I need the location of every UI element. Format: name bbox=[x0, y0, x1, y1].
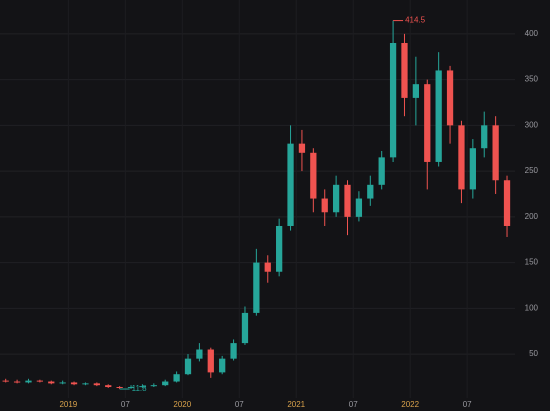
y-tick-label: 400 bbox=[525, 29, 539, 38]
candle-body bbox=[412, 84, 420, 98]
x-tick-label: 2019 bbox=[59, 400, 77, 409]
candle-body bbox=[93, 383, 100, 386]
candle-body bbox=[139, 386, 146, 388]
candle-body bbox=[378, 157, 385, 185]
y-tick-label: 300 bbox=[525, 120, 539, 129]
candle-body bbox=[241, 312, 249, 344]
candle-body bbox=[298, 143, 306, 153]
candle-body bbox=[355, 198, 363, 217]
candle-body bbox=[367, 184, 374, 199]
y-tick-label: 200 bbox=[525, 212, 539, 221]
candle-body bbox=[162, 381, 169, 386]
y-tick-label: 100 bbox=[525, 303, 539, 312]
x-tick-label: 2022 bbox=[401, 400, 419, 409]
candle-body bbox=[116, 387, 123, 389]
x-tick-label: 2020 bbox=[173, 400, 191, 409]
candle-body bbox=[82, 383, 89, 385]
x-tick-label: 2021 bbox=[287, 400, 305, 409]
candle-body bbox=[321, 198, 328, 213]
candle-body bbox=[13, 381, 21, 383]
candle-body bbox=[59, 382, 66, 384]
y-tick-label: 250 bbox=[525, 166, 539, 175]
candle-body bbox=[332, 184, 340, 213]
candle-body bbox=[36, 380, 44, 382]
candle-body bbox=[424, 84, 431, 162]
candle-body bbox=[469, 148, 476, 190]
candle-body bbox=[173, 374, 180, 382]
candle-body bbox=[389, 43, 397, 158]
y-tick-label: 50 bbox=[529, 349, 538, 358]
candle-body bbox=[105, 385, 112, 388]
candle-body bbox=[344, 184, 351, 217]
candle-body bbox=[264, 262, 271, 272]
x-tick-label: 07 bbox=[463, 400, 472, 409]
candle-body bbox=[492, 125, 499, 181]
x-tick-label: 07 bbox=[121, 400, 130, 409]
candle-body bbox=[401, 43, 408, 98]
candle-body bbox=[196, 349, 203, 359]
candle-body bbox=[184, 358, 192, 375]
candle-body bbox=[481, 125, 488, 149]
candle-body bbox=[48, 381, 55, 384]
candle-body bbox=[2, 380, 9, 382]
annotation-label: 414.5 bbox=[405, 16, 426, 25]
candle-body bbox=[219, 358, 226, 373]
x-tick-label: 07 bbox=[235, 400, 244, 409]
y-tick-label: 350 bbox=[525, 75, 539, 84]
candle-body bbox=[446, 70, 454, 126]
candle-body bbox=[230, 343, 237, 359]
candle-body bbox=[150, 385, 157, 387]
candle-body bbox=[276, 225, 283, 272]
annotation-label: 11.8 bbox=[132, 384, 148, 393]
candle-body bbox=[310, 152, 317, 199]
candle-body bbox=[458, 125, 465, 190]
candle-body bbox=[25, 380, 32, 383]
y-tick-label: 150 bbox=[525, 258, 539, 267]
x-tick-label: 07 bbox=[349, 400, 358, 409]
candle-body bbox=[253, 262, 260, 313]
candle-body bbox=[503, 180, 511, 226]
candle-body bbox=[207, 349, 214, 373]
candle-body bbox=[287, 143, 294, 226]
candle-body bbox=[127, 387, 135, 389]
candle-body bbox=[70, 382, 78, 385]
candle-body bbox=[435, 70, 442, 162]
